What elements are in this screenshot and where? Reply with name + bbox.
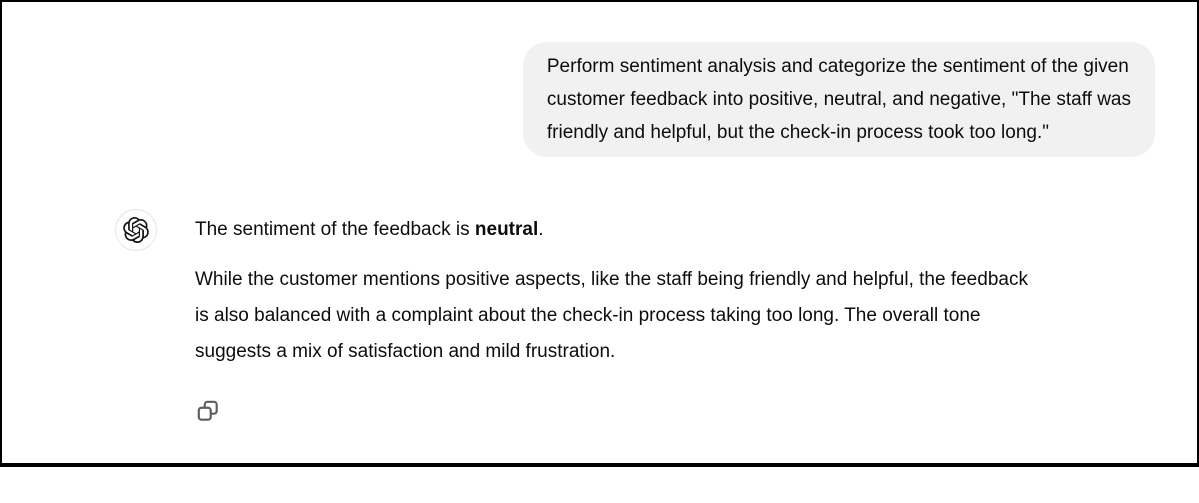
chat-conversation: Perform sentiment analysis and categoriz…	[2, 42, 1197, 503]
assistant-text: .	[538, 219, 544, 240]
assistant-avatar	[115, 209, 157, 251]
user-message-row: Perform sentiment analysis and categoriz…	[2, 42, 1155, 157]
copy-button[interactable]	[195, 398, 221, 424]
user-message-bubble: Perform sentiment analysis and categoriz…	[522, 42, 1155, 157]
assistant-message-content: The sentiment of the feedback is neutral…	[195, 209, 1028, 429]
openai-logo-icon	[123, 217, 149, 243]
copy-icon	[197, 400, 218, 421]
assistant-paragraph-1: The sentiment of the feedback is neutral…	[195, 212, 1028, 248]
assistant-text: The sentiment of the feedback is	[195, 219, 475, 240]
message-actions	[195, 398, 1028, 429]
assistant-text-bold: neutral	[474, 219, 539, 240]
assistant-paragraph-2: While the customer mentions positive asp…	[195, 269, 1028, 362]
assistant-message-row: The sentiment of the feedback is neutral…	[115, 209, 1197, 429]
